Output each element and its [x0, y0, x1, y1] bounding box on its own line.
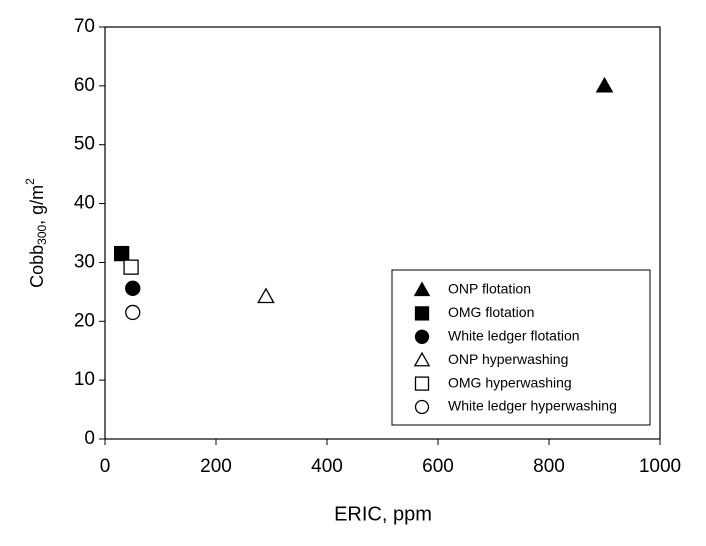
y-label-base: Cobb	[27, 245, 47, 288]
point	[257, 287, 275, 304]
y-tick-label: 10	[74, 369, 95, 390]
y-axis-label: Cobb300, g/m2	[23, 178, 49, 288]
x-tick-label: 400	[311, 456, 343, 477]
plot-frame	[104, 26, 661, 440]
legend-marker	[414, 399, 430, 415]
legend-marker	[414, 376, 430, 391]
y-tick-label: 20	[74, 310, 95, 331]
y-tick-label: 50	[74, 134, 95, 155]
legend-label: White ledger hyperwashing	[448, 398, 617, 414]
legend-label: ONP flotation	[448, 281, 531, 297]
legend-box	[391, 269, 651, 426]
x-tick-label: 1000	[639, 456, 681, 477]
legend-label: ONP hyperwashing	[448, 351, 568, 367]
legend-marker	[413, 351, 431, 367]
x-tick-label: 200	[200, 456, 232, 477]
legend-label: White ledger flotation	[448, 328, 580, 344]
y-tick-label: 30	[74, 251, 95, 272]
y-tick-label: 0	[84, 428, 95, 449]
y-tick-label: 40	[74, 193, 95, 214]
legend-label: OMG hyperwashing	[448, 374, 572, 390]
x-axis-label: ERIC, ppm	[334, 503, 432, 525]
x-tick-label: 800	[533, 456, 565, 477]
x-tick-label: 0	[100, 456, 111, 477]
point	[595, 76, 614, 93]
y-tick-label: 70	[74, 16, 95, 37]
point	[125, 280, 141, 296]
y-tick-label: 60	[74, 75, 95, 96]
legend-marker	[414, 306, 430, 321]
y-label-rest: , g/m	[27, 185, 47, 225]
point	[125, 304, 141, 321]
x-tick-label: 600	[422, 456, 454, 477]
legend-label: OMG flotation	[448, 304, 534, 320]
y-label-sub: 300	[35, 225, 49, 245]
legend-marker	[414, 329, 430, 344]
point	[114, 245, 130, 262]
point	[123, 259, 139, 275]
legend-marker	[413, 281, 431, 297]
y-label-sup: 2	[23, 178, 37, 185]
